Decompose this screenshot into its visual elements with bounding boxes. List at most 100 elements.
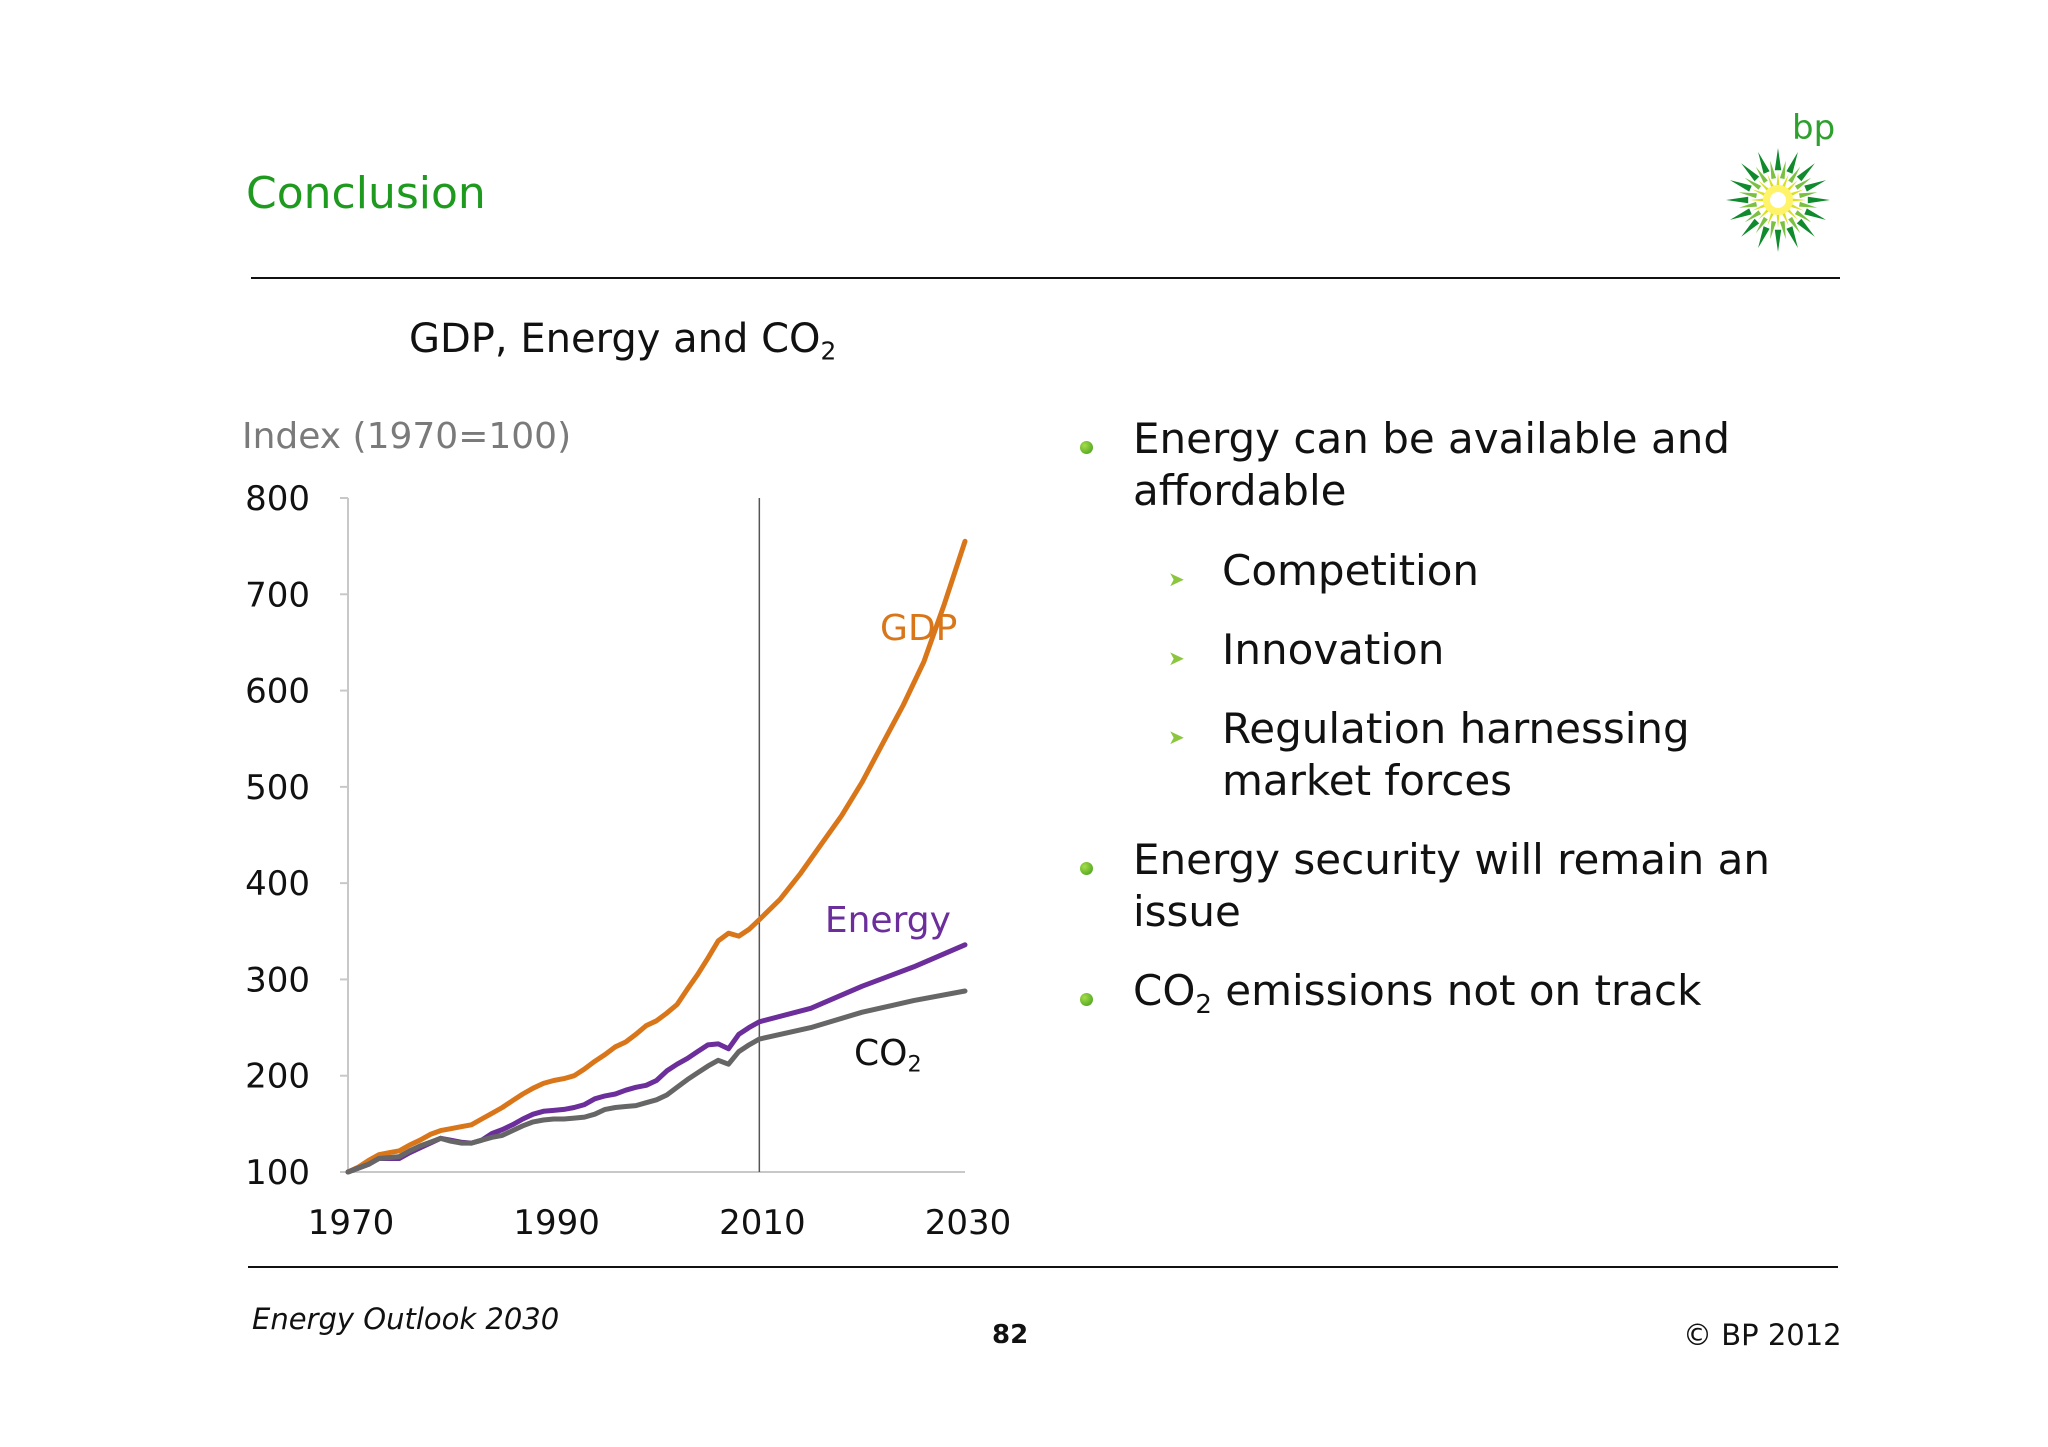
y-tick-label: 500: [245, 768, 310, 808]
sub-bullet-innovation: Innovation: [1222, 624, 1444, 676]
logo-petal: [1770, 160, 1777, 179]
logo-petal: [1786, 152, 1798, 174]
logo-petal: [1807, 196, 1830, 204]
bullet-dot-icon: [1080, 993, 1093, 1006]
bullet-line: issue: [1133, 887, 1241, 936]
logo-petal: [1779, 160, 1786, 179]
bullet-co2-emissions: CO2 emissions not on track: [1133, 965, 1702, 1020]
logo-petal: [1791, 198, 1806, 202]
chart-title-main: GDP, Energy and CO: [409, 316, 821, 362]
bullet-energy-available: Energy can be available and affordable: [1133, 413, 1730, 517]
logo-petal: [1767, 212, 1775, 226]
series-line-co2: [345, 988, 968, 1175]
chart-title: GDP, Energy and CO2: [409, 316, 837, 366]
logo-petal: [1758, 208, 1770, 220]
y-tick-label: 800: [245, 479, 310, 519]
y-tick-label: 600: [245, 672, 310, 712]
sub-bullet-regulation: Regulation harnessing market forces: [1222, 703, 1690, 807]
bullet-line: Energy security will remain an: [1133, 835, 1770, 884]
logo-petal: [1767, 174, 1775, 188]
logo-petal: [1799, 192, 1818, 199]
sub-bullet-arrow-icon: ➤: [1168, 646, 1185, 670]
footer-divider: [248, 1266, 1838, 1268]
y-tick-label: 300: [245, 960, 310, 1000]
logo-petal: [1750, 198, 1765, 202]
series-label-energy: Energy: [824, 899, 951, 941]
logo-petal: [1741, 163, 1760, 182]
y-axis-unit-label: Index (1970=100): [242, 416, 572, 457]
bullet-text-rest: emissions not on track: [1211, 966, 1702, 1015]
footer-publication-title: Energy Outlook 2030: [252, 1302, 560, 1336]
x-tick-label: 1990: [513, 1203, 600, 1243]
logo-petal: [1779, 221, 1786, 240]
logo-petal: [1786, 180, 1798, 192]
logo-petal: [1730, 180, 1752, 192]
logo-petal: [1755, 216, 1768, 234]
x-tick-label: 1970: [308, 1203, 395, 1243]
bullet-text-subscript: 2: [1195, 989, 1212, 1020]
logo-petal: [1786, 226, 1798, 248]
logo-petal: [1796, 218, 1815, 237]
slide-title: Conclusion: [246, 168, 486, 219]
logo-petal: [1744, 210, 1762, 223]
logo-petal: [1790, 189, 1804, 197]
logo-petal: [1788, 216, 1801, 234]
page-number: 82: [992, 1320, 1029, 1350]
logo-petal: [1774, 229, 1782, 252]
y-tick-label: 700: [245, 575, 310, 615]
logo-petal: [1758, 226, 1770, 248]
y-tick-label: 400: [245, 864, 310, 904]
series-label-co2-subscript: 2: [907, 1051, 922, 1078]
logo-petal: [1794, 177, 1812, 190]
logo-petal: [1788, 166, 1801, 184]
series-label-gdp: GDP: [880, 607, 958, 649]
chart-axes: 100 200 300 400 500 600 700 800 1970 1990 2010 2030: [245, 479, 1011, 1243]
bullet-line: Energy can be available and: [1133, 414, 1730, 463]
chart-series: [345, 538, 968, 1175]
logo-petal: [1738, 201, 1757, 208]
y-tick-label: 100: [245, 1153, 310, 1193]
logo-petal: [1774, 148, 1782, 171]
bullet-line: market forces: [1222, 756, 1513, 805]
line-chart: 100 200 300 400 500 600 700 800 1970 1990 2010 2030: [245, 479, 1011, 1243]
bullet-dot-icon: [1080, 441, 1093, 454]
logo-petal: [1804, 180, 1826, 192]
logo-petal: [1752, 203, 1766, 211]
logo-petal: [1738, 192, 1757, 199]
logo-core: [1770, 192, 1786, 208]
logo-petal: [1790, 203, 1804, 211]
logo-petal: [1776, 213, 1780, 228]
bullet-text-co: CO: [1133, 966, 1196, 1015]
logo-petal: [1804, 208, 1826, 220]
series-line-gdp: [345, 538, 968, 1175]
bp-helios-logo-icon: [1726, 148, 1830, 252]
sub-bullet-arrow-icon: ➤: [1168, 725, 1185, 749]
logo-petal: [1786, 208, 1798, 220]
sub-bullet-competition: Competition: [1222, 545, 1479, 597]
bullet-line: Innovation: [1222, 625, 1445, 674]
bullet-line: Regulation harnessing: [1222, 704, 1690, 753]
logo-petal: [1781, 174, 1789, 188]
logo-petal: [1770, 221, 1777, 240]
logo-petal: [1755, 166, 1768, 184]
bullet-energy-security: Energy security will remain an issue: [1133, 834, 1770, 938]
copyright-notice: © BP 2012: [1683, 1318, 1842, 1352]
x-tick-label: 2030: [925, 1203, 1012, 1243]
bp-logo-text: bp: [1792, 108, 1836, 148]
y-tick-label: 200: [245, 1057, 310, 1097]
logo-petal: [1730, 208, 1752, 220]
logo-petal: [1781, 212, 1789, 226]
logo-petal: [1744, 177, 1762, 190]
bullet-line: Competition: [1222, 546, 1480, 595]
logo-petal: [1726, 196, 1749, 204]
chart-title-subscript: 2: [820, 336, 837, 366]
logo-petal: [1796, 163, 1815, 182]
logo-petal: [1758, 180, 1770, 192]
series-label-co2: CO2: [854, 1032, 922, 1078]
series-label-co2-main: CO: [854, 1032, 908, 1074]
bullet-dot-icon: [1080, 862, 1093, 875]
header-divider: [251, 277, 1840, 279]
x-tick-label: 2010: [719, 1203, 806, 1243]
logo-petal: [1758, 152, 1770, 174]
logo-petal: [1794, 210, 1812, 223]
